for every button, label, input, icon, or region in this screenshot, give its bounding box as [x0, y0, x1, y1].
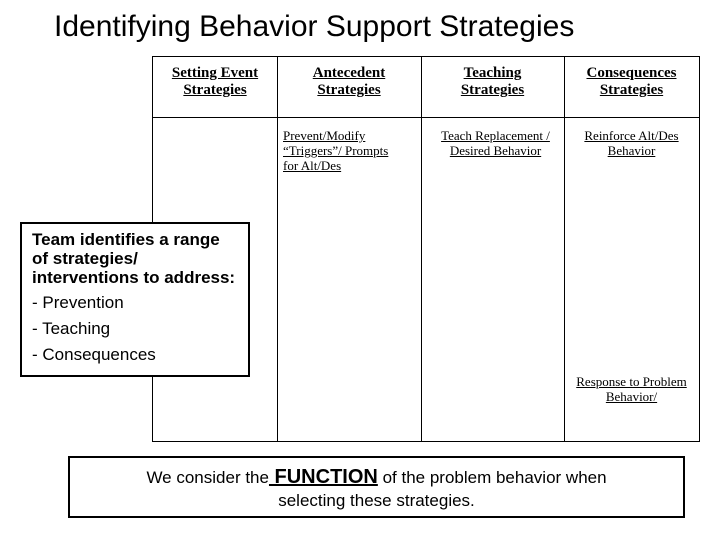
- col-header-setting-event: Setting Event Strategies: [153, 65, 277, 100]
- footer-post: of the problem behavior when: [378, 468, 607, 487]
- cell-antecedent: Prevent/Modify “Triggers”/ Prompts for A…: [283, 129, 388, 174]
- col-header-antecedent: Antecedent Strategies: [277, 65, 421, 100]
- cell-consequences-top: Reinforce Alt/Des Behavior: [564, 129, 699, 159]
- row-divider: [153, 117, 699, 118]
- cell-text: for Alt/Des: [283, 158, 341, 173]
- cell-text: Prevent/Modify: [283, 128, 365, 143]
- callout-lead: Team identifies a range of strategies/ i…: [32, 230, 238, 287]
- callout-item-consequences: - Consequences: [32, 345, 238, 365]
- cell-text: Teach Replacement /: [441, 128, 550, 143]
- hdr-text: Strategies: [600, 82, 663, 98]
- hdr-text: Setting Event: [172, 65, 258, 81]
- col-divider: [421, 57, 422, 441]
- callout-item-teaching: - Teaching: [32, 319, 238, 339]
- cell-text: Behavior: [608, 143, 656, 158]
- col-header-consequences: Consequences Strategies: [564, 65, 699, 100]
- col-divider: [277, 57, 278, 441]
- col-header-teaching: Teaching Strategies: [421, 65, 564, 100]
- callout-item-prevention: - Prevention: [32, 293, 238, 313]
- hdr-text: Antecedent: [313, 65, 385, 81]
- hdr-text: Teaching: [464, 65, 522, 81]
- footer-function: FUNCTION: [269, 466, 378, 488]
- hdr-text: Strategies: [183, 82, 246, 98]
- cell-text: Behavior/: [606, 389, 657, 404]
- cell-consequences-bottom: Response to Problem Behavior/: [564, 375, 699, 405]
- hdr-text: Strategies: [317, 82, 380, 98]
- hdr-text: Strategies: [461, 82, 524, 98]
- footer-box: We consider the FUNCTION of the problem …: [68, 456, 685, 518]
- footer-line1: We consider the FUNCTION of the problem …: [70, 466, 683, 489]
- cell-text: “Triggers”/ Prompts: [283, 143, 388, 158]
- callout-box: Team identifies a range of strategies/ i…: [20, 222, 250, 377]
- cell-text: Desired Behavior: [450, 143, 541, 158]
- footer-line2: selecting these strategies.: [70, 491, 683, 511]
- page-title: Identifying Behavior Support Strategies: [54, 10, 574, 44]
- cell-teaching: Teach Replacement / Desired Behavior: [427, 129, 564, 159]
- footer-pre: We consider the: [146, 468, 269, 487]
- cell-text: Reinforce Alt/Des: [584, 128, 678, 143]
- hdr-text: Consequences: [586, 65, 676, 81]
- cell-text: Response to Problem: [576, 374, 687, 389]
